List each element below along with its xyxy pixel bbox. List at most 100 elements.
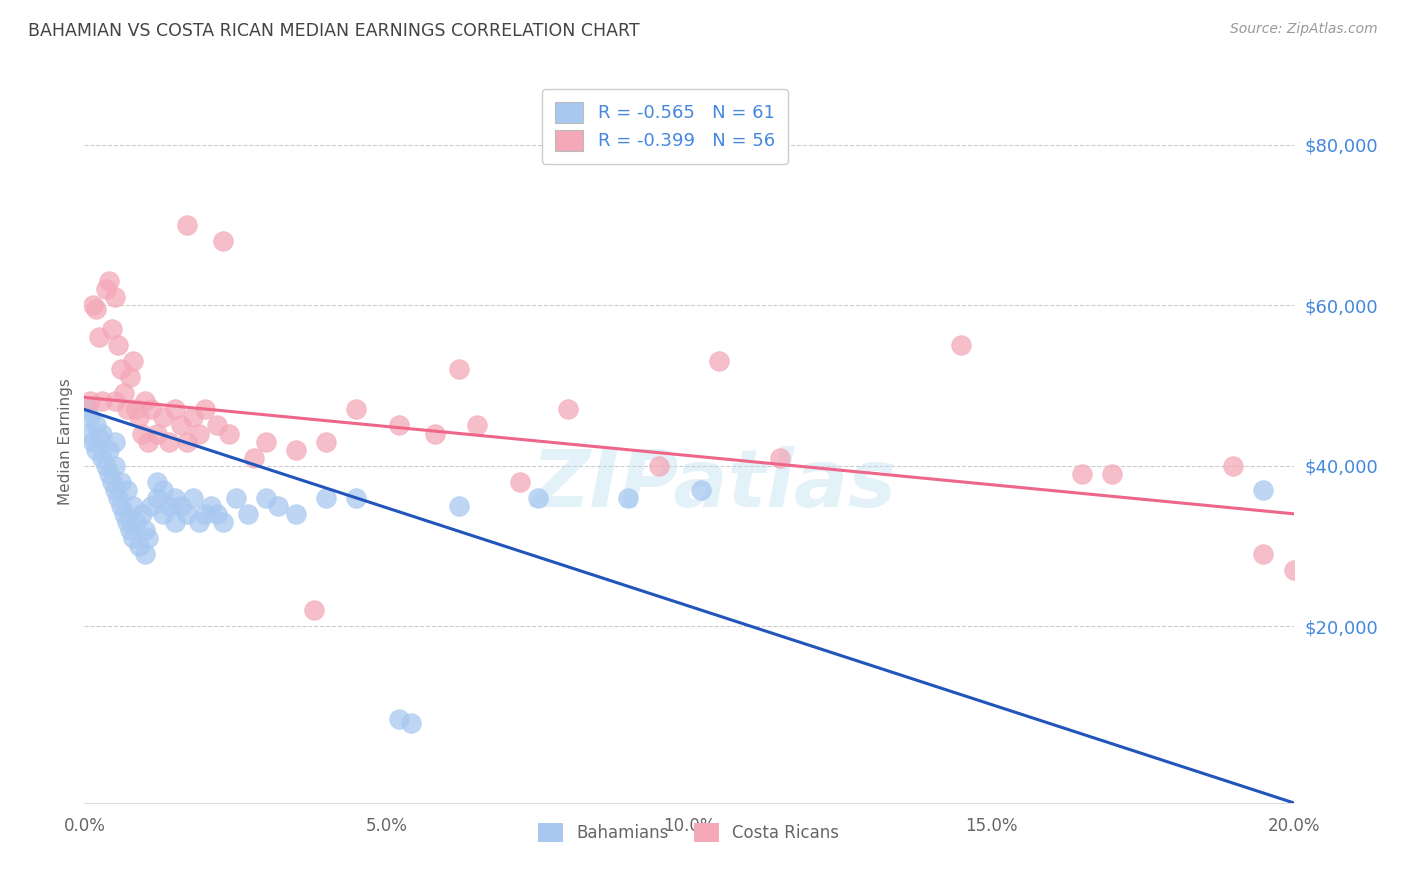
- Point: [76, 402, 98, 417]
- Point: [170, 418, 193, 433]
- Point: [165, 491, 187, 505]
- Point: [315, 491, 337, 505]
- Point: [509, 475, 531, 489]
- Point: [181, 410, 204, 425]
- Point: [207, 418, 229, 433]
- Point: [648, 458, 671, 473]
- Point: [709, 354, 731, 368]
- Point: [188, 515, 211, 529]
- Point: [152, 483, 174, 497]
- Point: [1253, 547, 1275, 561]
- Point: [97, 442, 120, 457]
- Point: [218, 426, 240, 441]
- Point: [121, 354, 143, 368]
- Point: [1282, 563, 1305, 577]
- Point: [110, 362, 132, 376]
- Point: [112, 386, 135, 401]
- Point: [104, 394, 127, 409]
- Point: [950, 338, 973, 352]
- Point: [212, 515, 235, 529]
- Point: [94, 458, 117, 473]
- Point: [200, 499, 222, 513]
- Point: [112, 507, 135, 521]
- Point: [104, 483, 127, 497]
- Point: [165, 402, 187, 417]
- Point: [139, 499, 162, 513]
- Point: [125, 402, 148, 417]
- Point: [89, 430, 111, 444]
- Point: [94, 282, 117, 296]
- Point: [125, 515, 148, 529]
- Point: [146, 426, 169, 441]
- Point: [91, 394, 114, 409]
- Legend: Bahamians, Costa Ricans: Bahamians, Costa Ricans: [531, 816, 846, 848]
- Point: [1101, 467, 1123, 481]
- Point: [91, 450, 114, 465]
- Point: [157, 499, 180, 513]
- Point: [165, 515, 187, 529]
- Point: [134, 547, 156, 561]
- Point: [388, 712, 411, 726]
- Point: [139, 402, 162, 417]
- Point: [176, 218, 198, 232]
- Point: [86, 442, 108, 457]
- Point: [1071, 467, 1094, 481]
- Point: [107, 491, 129, 505]
- Point: [79, 394, 101, 409]
- Point: [557, 402, 579, 417]
- Point: [285, 507, 308, 521]
- Point: [1253, 483, 1275, 497]
- Point: [254, 491, 277, 505]
- Point: [690, 483, 713, 497]
- Point: [242, 450, 264, 465]
- Point: [131, 426, 153, 441]
- Point: [100, 322, 122, 336]
- Point: [346, 491, 368, 505]
- Point: [134, 394, 156, 409]
- Point: [388, 418, 411, 433]
- Point: [236, 507, 259, 521]
- Point: [146, 491, 169, 505]
- Point: [97, 274, 120, 288]
- Point: [86, 301, 108, 317]
- Point: [449, 499, 471, 513]
- Point: [82, 434, 104, 449]
- Point: [121, 499, 143, 513]
- Point: [152, 507, 174, 521]
- Point: [225, 491, 247, 505]
- Point: [107, 338, 129, 352]
- Point: [152, 410, 174, 425]
- Point: [146, 475, 169, 489]
- Point: [89, 330, 111, 344]
- Point: [110, 475, 132, 489]
- Point: [118, 370, 141, 384]
- Point: [315, 434, 337, 449]
- Point: [207, 507, 229, 521]
- Point: [346, 402, 368, 417]
- Point: [194, 402, 217, 417]
- Text: BAHAMIAN VS COSTA RICAN MEDIAN EARNINGS CORRELATION CHART: BAHAMIAN VS COSTA RICAN MEDIAN EARNINGS …: [28, 22, 640, 40]
- Point: [212, 234, 235, 248]
- Point: [115, 483, 138, 497]
- Point: [115, 402, 138, 417]
- Point: [181, 491, 204, 505]
- Point: [134, 523, 156, 537]
- Point: [104, 434, 127, 449]
- Point: [176, 434, 198, 449]
- Point: [91, 426, 114, 441]
- Point: [188, 426, 211, 441]
- Point: [267, 499, 290, 513]
- Point: [254, 434, 277, 449]
- Point: [115, 515, 138, 529]
- Point: [285, 442, 308, 457]
- Point: [121, 531, 143, 545]
- Point: [157, 434, 180, 449]
- Point: [1222, 458, 1244, 473]
- Point: [399, 715, 422, 730]
- Point: [82, 298, 104, 312]
- Point: [79, 410, 101, 425]
- Point: [136, 434, 159, 449]
- Point: [104, 290, 127, 304]
- Point: [118, 523, 141, 537]
- Point: [100, 475, 122, 489]
